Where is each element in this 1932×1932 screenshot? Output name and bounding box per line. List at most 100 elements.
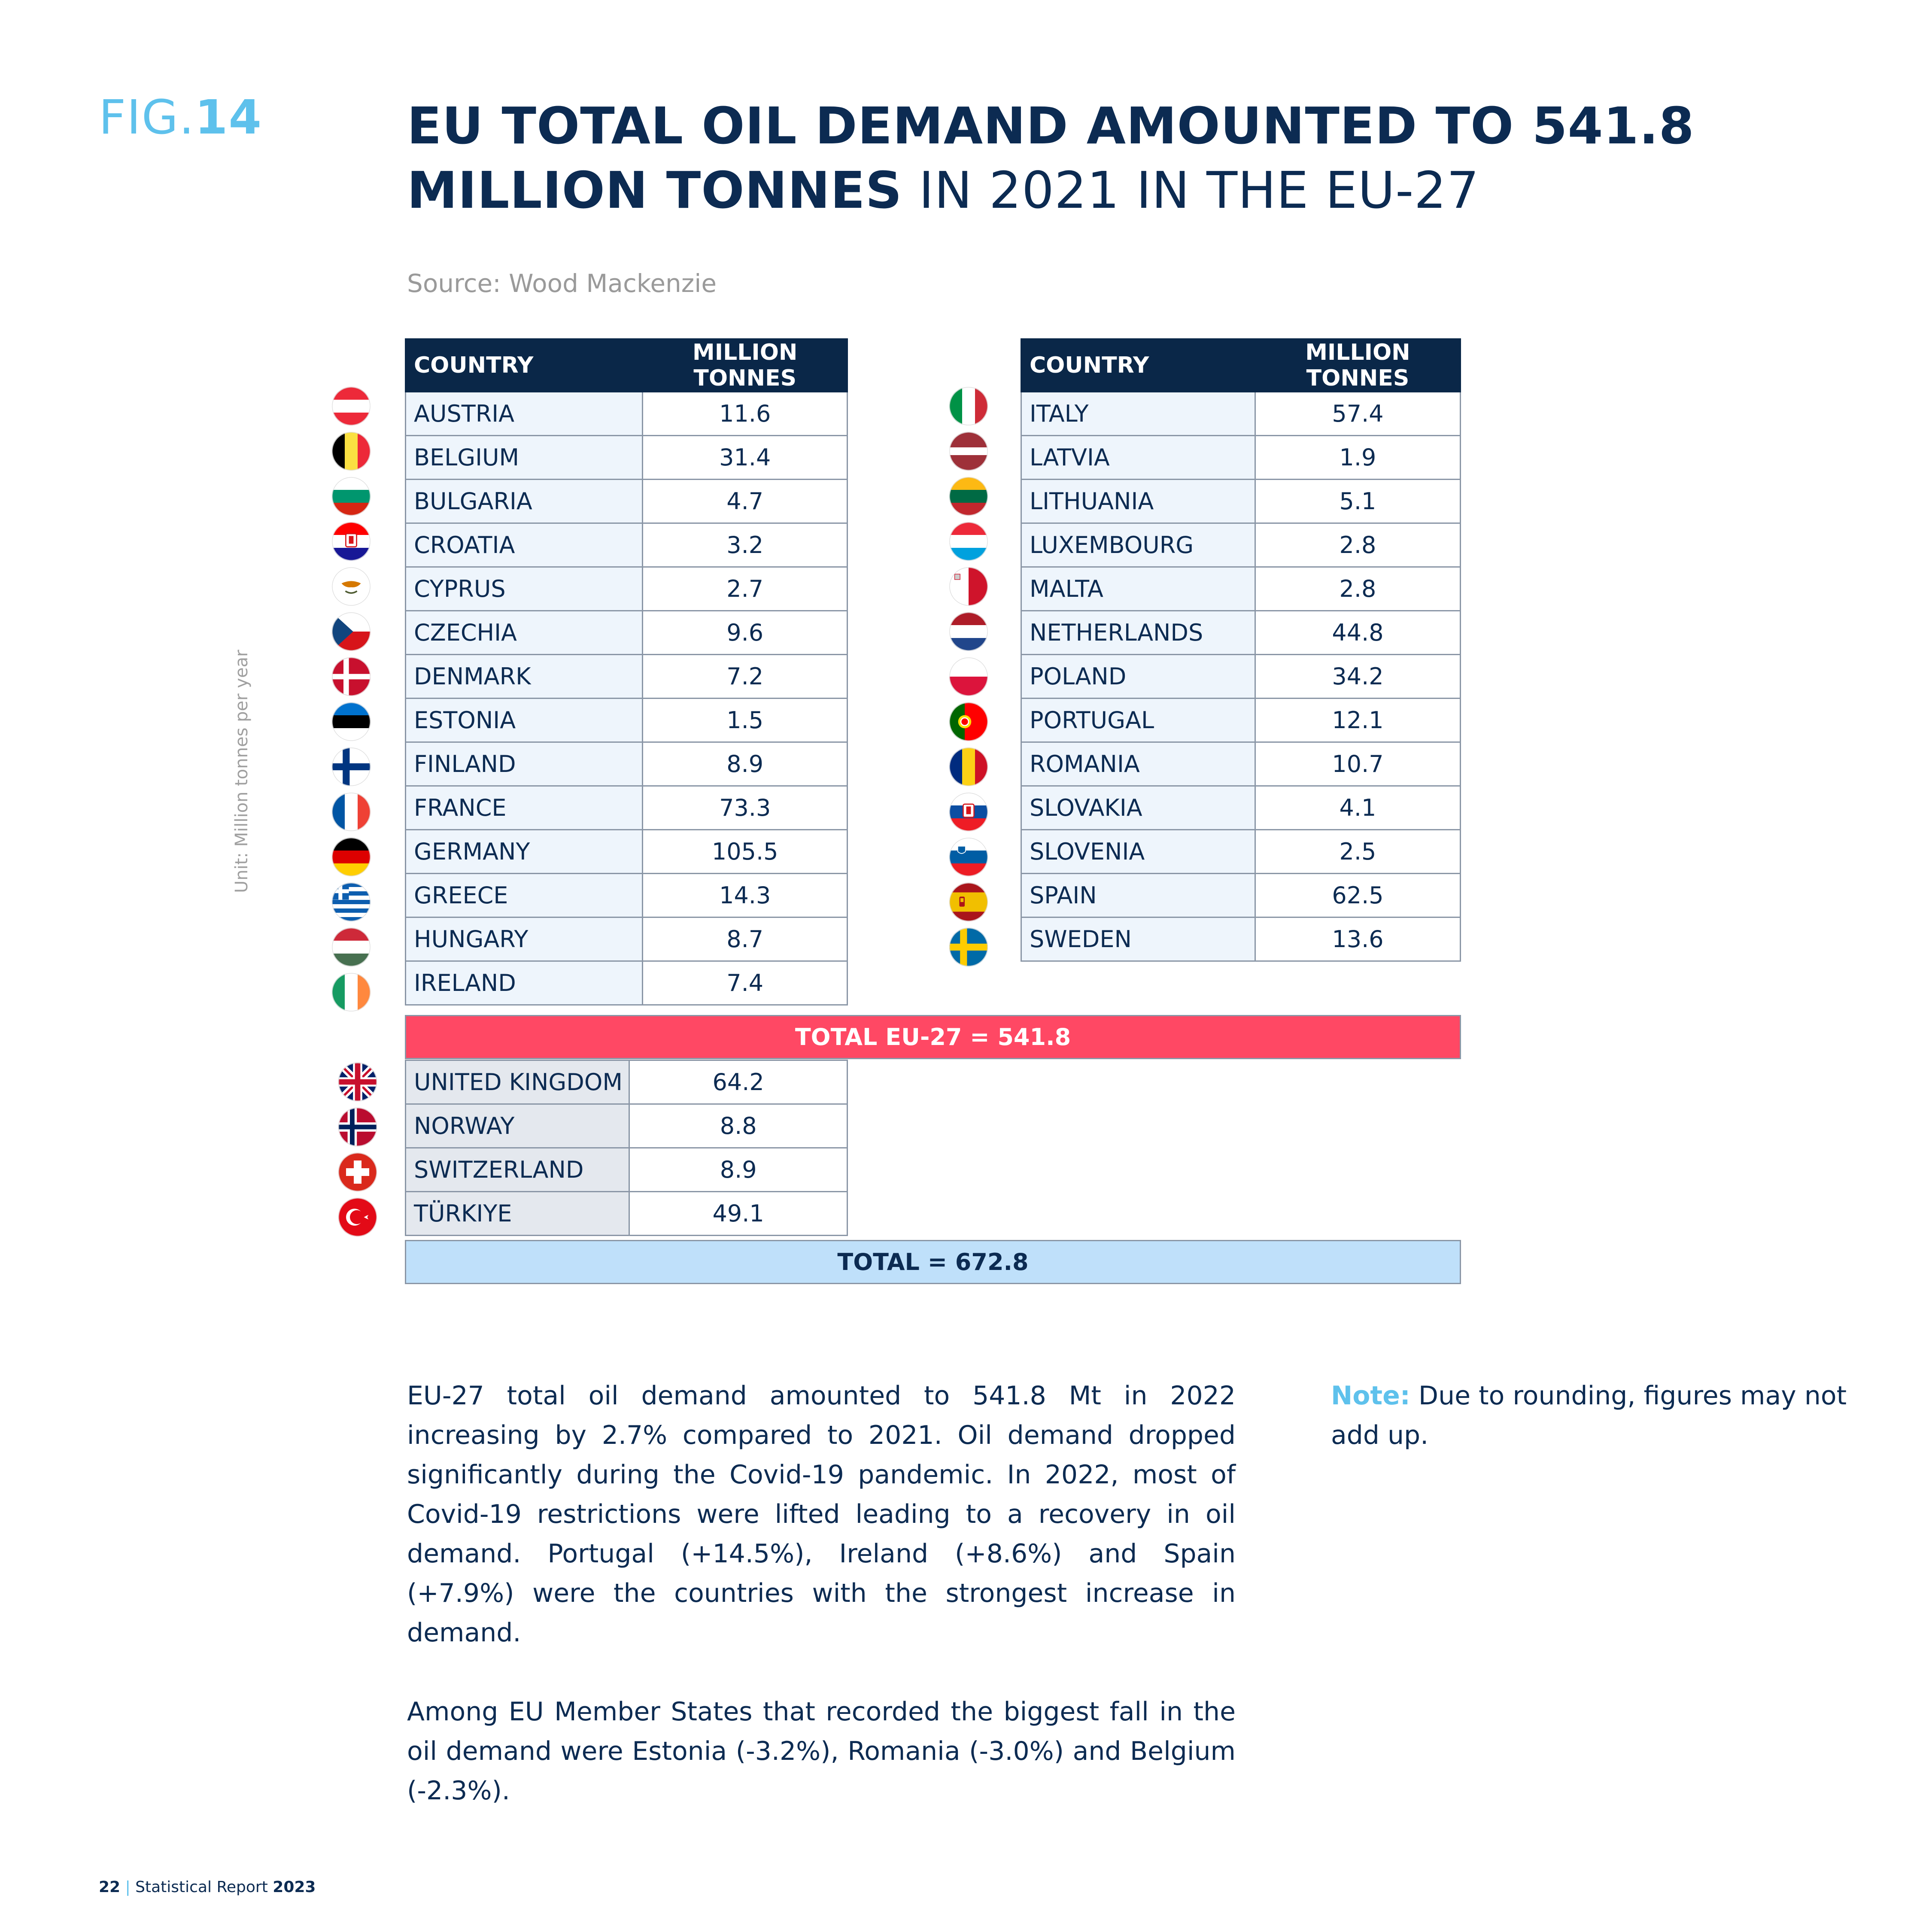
cyprus-flag-icon	[332, 567, 371, 606]
ireland-flag-icon	[332, 973, 371, 1012]
table-row: CROATIA 3.2	[404, 522, 848, 568]
switzerland-flag-icon	[338, 1153, 377, 1191]
luxembourg-flag-icon	[949, 522, 988, 561]
table-row: SLOVENIA 2.5	[1021, 829, 1461, 874]
table-row: NETHERLANDS 44.8	[1021, 610, 1461, 655]
country-name: CYPRUS	[404, 566, 644, 611]
latvia-flag-icon	[949, 432, 988, 471]
table-row: BELGIUM 31.4	[404, 435, 848, 480]
header-country: COUNTRY	[404, 338, 644, 392]
country-name: GERMANY	[404, 829, 644, 874]
country-name: LUXEMBOURG	[1021, 522, 1256, 568]
eu-table-right: COUNTRY MILLION TONNES ITALY 57.4 LATVIA 1.…	[1021, 338, 1461, 962]
czechia-flag-icon	[332, 612, 371, 651]
table-row: FRANCE 73.3	[404, 785, 848, 830]
body-paragraph-1: EU-27 total oil demand amounted to 541.8…	[407, 1381, 1236, 1648]
finland-flag-icon	[332, 747, 371, 786]
table-row: GERMANY 105.5	[404, 829, 848, 874]
lithuania-flag-icon	[949, 477, 988, 516]
country-name: CROATIA	[404, 522, 644, 568]
demand-value: 4.1	[1254, 785, 1461, 830]
slovenia-flag-icon	[949, 838, 988, 876]
romania-flag-icon	[949, 747, 988, 786]
uk-flag-icon	[338, 1063, 377, 1101]
demand-value: 12.1	[1254, 698, 1461, 743]
country-name: SWITZERLAND	[404, 1147, 630, 1192]
demand-value: 8.7	[642, 917, 848, 962]
note-text: Due to rounding, figures may not add up.	[1331, 1381, 1847, 1450]
demand-value: 8.9	[642, 741, 848, 787]
country-name: FRANCE	[404, 785, 644, 830]
country-name: SLOVAKIA	[1021, 785, 1256, 830]
demand-value: 57.4	[1254, 391, 1461, 436]
demand-value: 7.4	[642, 960, 848, 1005]
belgium-flag-icon	[332, 432, 371, 471]
country-name: LATVIA	[1021, 435, 1256, 480]
table-row: ROMANIA 10.7	[1021, 741, 1461, 787]
demand-value: 9.6	[642, 610, 848, 655]
france-flag-icon	[332, 793, 371, 831]
eu-table-left: COUNTRY MILLION TONNES AUSTRIA 11.6 BELGIU…	[404, 338, 848, 1005]
netherlands-flag-icon	[949, 612, 988, 651]
slovakia-flag-icon	[949, 793, 988, 831]
table-row: LATVIA 1.9	[1021, 435, 1461, 480]
country-name: AUSTRIA	[404, 391, 644, 436]
grand-total-bar: TOTAL = 672.8	[405, 1240, 1461, 1284]
sweden-flag-icon	[949, 928, 988, 966]
header-million-tonnes: MILLION TONNES	[642, 338, 848, 392]
table-row: POLAND 34.2	[1021, 654, 1461, 699]
demand-value: 105.5	[642, 829, 848, 874]
demand-value: 8.8	[629, 1103, 848, 1148]
demand-value: 73.3	[642, 785, 848, 830]
demand-value: 31.4	[642, 435, 848, 480]
demand-value: 2.7	[642, 566, 848, 611]
header-country: COUNTRY	[1021, 338, 1256, 392]
demand-value: 8.9	[629, 1147, 848, 1192]
page-number: 22	[99, 1878, 121, 1896]
turkiye-flag-icon	[338, 1198, 377, 1236]
country-name: FINLAND	[404, 741, 644, 787]
table-row: IRELAND 7.4	[404, 960, 848, 1005]
demand-value: 13.6	[1254, 917, 1461, 962]
demand-value: 34.2	[1254, 654, 1461, 699]
demand-value: 10.7	[1254, 741, 1461, 787]
country-name: ITALY	[1021, 391, 1256, 436]
estonia-flag-icon	[332, 702, 371, 741]
table-row: LUXEMBOURG 2.8	[1021, 522, 1461, 568]
table-row: DENMARK 7.2	[404, 654, 848, 699]
table-row: SPAIN 62.5	[1021, 873, 1461, 918]
demand-value: 1.9	[1254, 435, 1461, 480]
table-row: HUNGARY 8.7	[404, 917, 848, 962]
figure-number: 14	[194, 90, 262, 145]
country-name: SLOVENIA	[1021, 829, 1256, 874]
table-row: NORWAY 8.8	[404, 1103, 848, 1148]
note-label: Note:	[1331, 1381, 1410, 1411]
country-name: NORWAY	[404, 1103, 630, 1148]
table-row: TÜRKIYE 49.1	[404, 1191, 848, 1236]
country-name: IRELAND	[404, 960, 644, 1005]
table-row: FINLAND 8.9	[404, 741, 848, 787]
country-name: MALTA	[1021, 566, 1256, 611]
demand-value: 7.2	[642, 654, 848, 699]
table-row: SLOVAKIA 4.1	[1021, 785, 1461, 830]
table-row: GREECE 14.3	[404, 873, 848, 918]
country-name: CZECHIA	[404, 610, 644, 655]
table-row: SWITZERLAND 8.9	[404, 1147, 848, 1192]
demand-value: 14.3	[642, 873, 848, 918]
figure-prefix: FIG.	[99, 90, 195, 145]
country-name: POLAND	[1021, 654, 1256, 699]
unit-label: Unit: Million tonnes per year	[232, 650, 252, 893]
country-name: SPAIN	[1021, 873, 1256, 918]
table-row: PORTUGAL 12.1	[1021, 698, 1461, 743]
title-bold: EU TOTAL OIL DEMAND AMOUNTED TO 541.8 MI…	[407, 96, 1695, 220]
demand-value: 1.5	[642, 698, 848, 743]
country-name: GREECE	[404, 873, 644, 918]
country-name: DENMARK	[404, 654, 644, 699]
report-year: 2023	[273, 1878, 316, 1896]
country-name: ROMANIA	[1021, 741, 1256, 787]
table-row: BULGARIA 4.7	[404, 479, 848, 524]
demand-value: 44.8	[1254, 610, 1461, 655]
greece-flag-icon	[332, 883, 371, 921]
rounding-note: Note: Due to rounding, figures may not a…	[1331, 1376, 1868, 1455]
table-row: ESTONIA 1.5	[404, 698, 848, 743]
